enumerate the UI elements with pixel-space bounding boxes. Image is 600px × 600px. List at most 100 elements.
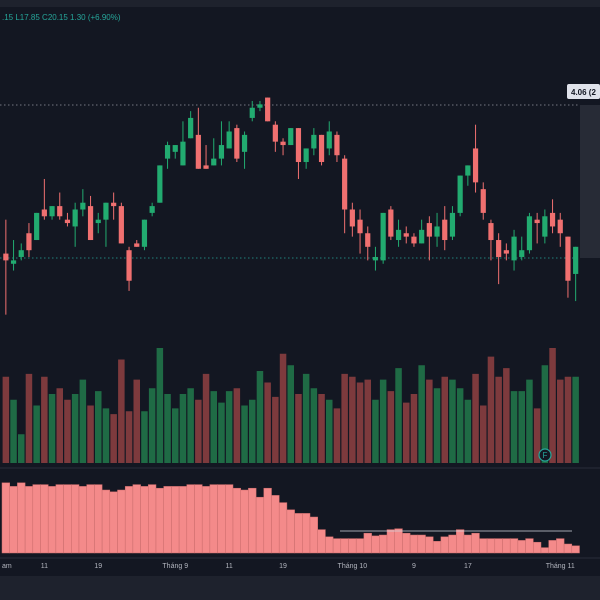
candle-63 bbox=[488, 219, 494, 261]
volume-bar-59 bbox=[456, 388, 464, 463]
candle-69 bbox=[534, 212, 540, 244]
candle-body bbox=[226, 131, 232, 149]
indicator-bar-43 bbox=[332, 538, 342, 554]
candle-67 bbox=[519, 236, 525, 261]
indicator-bar-59 bbox=[456, 529, 465, 554]
candle-body bbox=[249, 107, 255, 118]
indicator-bar-69 bbox=[533, 541, 542, 554]
candle-body bbox=[318, 134, 325, 163]
candle-45 bbox=[349, 202, 355, 237]
candle-6 bbox=[49, 206, 55, 220]
candle-body bbox=[49, 206, 55, 217]
indicator-bar-10 bbox=[78, 486, 87, 554]
candle-body bbox=[526, 216, 533, 251]
indicator-bar-48 bbox=[371, 535, 380, 554]
candle-body bbox=[134, 243, 140, 247]
flag-event-icon[interactable]: F bbox=[538, 448, 552, 462]
indicator-bar-26 bbox=[201, 486, 211, 554]
candle-50 bbox=[388, 206, 394, 241]
time-axis[interactable]: am 11 19 Tháng 9 11 19 Tháng 10 9 17 Tháng 11 bbox=[2, 563, 575, 570]
candle-65 bbox=[503, 243, 509, 261]
indicator-bar-56 bbox=[432, 541, 442, 554]
volume-bar-15 bbox=[118, 359, 125, 463]
indicator-bar-14 bbox=[109, 491, 118, 554]
volume-bar-73 bbox=[564, 376, 572, 463]
candle-29 bbox=[226, 121, 232, 149]
candle-31 bbox=[241, 131, 248, 169]
x-tick-label: Tháng 10 bbox=[338, 563, 368, 570]
candle-body bbox=[480, 189, 486, 213]
volume-bar-48 bbox=[372, 399, 379, 463]
candle-32 bbox=[249, 100, 255, 122]
candle-body bbox=[26, 233, 32, 251]
volume-bar-1 bbox=[10, 399, 17, 463]
candle-38 bbox=[295, 128, 302, 179]
volume-bar-24 bbox=[187, 388, 194, 463]
volume-bar-2 bbox=[18, 434, 25, 463]
candle-7 bbox=[57, 192, 63, 220]
candle-28 bbox=[218, 121, 225, 166]
candle-body bbox=[411, 236, 417, 244]
indicator-bar-35 bbox=[271, 495, 280, 554]
x-tick-label: Tháng 11 bbox=[546, 563, 575, 570]
volume-bar-22 bbox=[172, 408, 179, 463]
price-pane[interactable] bbox=[0, 97, 580, 315]
volume-bar-54 bbox=[418, 365, 425, 463]
candle-body bbox=[211, 158, 217, 166]
candle-body bbox=[195, 134, 201, 169]
volume-bar-57 bbox=[441, 376, 448, 463]
candle-body bbox=[549, 212, 556, 227]
indicator-bar-7 bbox=[55, 484, 64, 554]
candle-35 bbox=[272, 121, 278, 152]
candle-43 bbox=[334, 131, 340, 163]
indicator-bar-47 bbox=[363, 532, 372, 554]
indicator-bar-3 bbox=[24, 486, 34, 554]
volume-bar-52 bbox=[403, 402, 410, 463]
candle-body bbox=[3, 253, 9, 261]
indicator-bar-4 bbox=[32, 484, 41, 554]
candle-body bbox=[87, 206, 94, 241]
candle-18 bbox=[141, 219, 148, 251]
candle-body bbox=[57, 206, 63, 217]
indicator-bar-51 bbox=[394, 528, 403, 554]
volume-bar-10 bbox=[79, 379, 87, 463]
indicator-bar-49 bbox=[379, 534, 388, 554]
candle-body bbox=[164, 145, 171, 159]
price-label-box bbox=[567, 84, 600, 99]
volume-bar-42 bbox=[326, 399, 333, 463]
indicator-bar-33 bbox=[255, 496, 265, 554]
candle-body bbox=[488, 223, 494, 241]
candle-52 bbox=[403, 226, 409, 244]
candle-64 bbox=[496, 233, 502, 285]
candle-26 bbox=[203, 145, 209, 169]
volume-bar-21 bbox=[164, 394, 171, 463]
candle-body bbox=[465, 165, 471, 176]
volume-bar-41 bbox=[318, 394, 325, 463]
indicator-bar-36 bbox=[278, 502, 288, 554]
candle-body bbox=[41, 209, 47, 217]
volume-bar-56 bbox=[433, 388, 441, 463]
indicator-bar-12 bbox=[94, 484, 103, 554]
candle-body bbox=[118, 206, 124, 244]
candle-body bbox=[172, 145, 178, 152]
candle-70 bbox=[542, 209, 548, 244]
candle-44 bbox=[342, 155, 348, 234]
candle-40 bbox=[311, 128, 317, 156]
candle-series bbox=[3, 97, 579, 315]
candle-53 bbox=[411, 233, 417, 247]
volume-bar-11 bbox=[87, 405, 94, 463]
price-scale[interactable]: 4.06 (2 bbox=[567, 7, 600, 563]
candle-11 bbox=[87, 195, 94, 241]
x-tick-label: 19 bbox=[94, 563, 102, 570]
candle-body bbox=[234, 128, 240, 159]
indicator-bar-55 bbox=[425, 536, 434, 554]
top-toolbar bbox=[0, 0, 600, 7]
indicator-bar-53 bbox=[409, 534, 419, 554]
indicator-bar-30 bbox=[232, 487, 241, 554]
indicator-bar-46 bbox=[355, 538, 365, 554]
volume-bar-5 bbox=[41, 376, 48, 463]
candle-body bbox=[365, 233, 371, 247]
volume-bar-50 bbox=[387, 391, 395, 463]
x-tick-label: Tháng 9 bbox=[162, 563, 188, 570]
